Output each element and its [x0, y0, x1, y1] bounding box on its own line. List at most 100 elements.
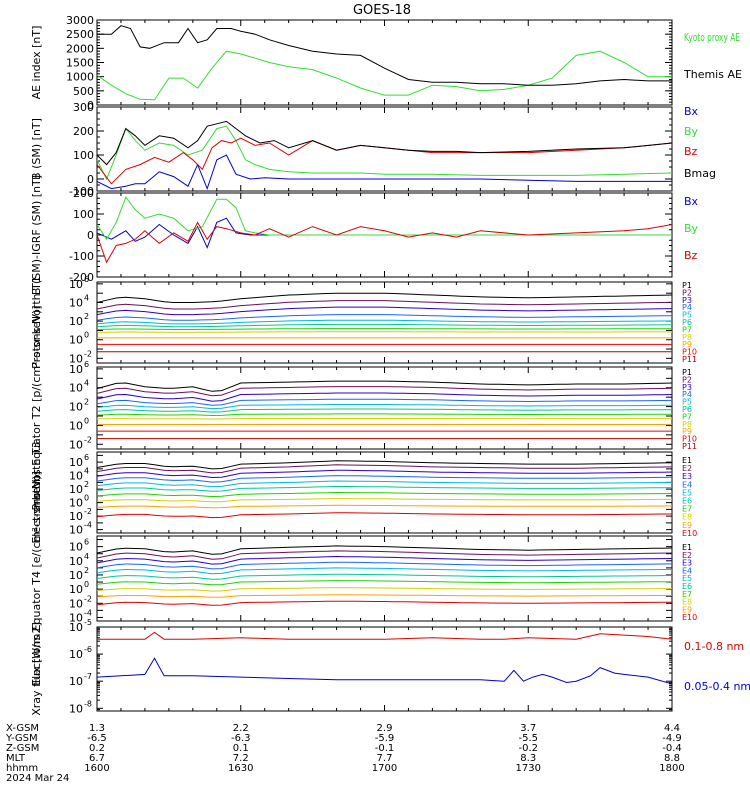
y-tick-label: 10	[69, 456, 83, 469]
y-tick-exponent: 2	[84, 566, 89, 575]
x-column-value: 8.8	[664, 753, 680, 764]
y-axis-label: B (SM)-IGRF (SM) [nT]	[30, 175, 43, 295]
y-axis-label: B (SM) [nT]	[30, 118, 43, 180]
series-line-bz	[97, 221, 672, 264]
series-line-p5	[97, 404, 672, 410]
x-row-label: X-GSM	[6, 723, 39, 734]
y-tick-label: 10	[69, 334, 83, 347]
y-tick-exponent: 4	[84, 379, 89, 388]
series-line-p3	[97, 306, 672, 316]
y-tick-label: 100	[73, 208, 94, 221]
legend-entry: Themis AE	[683, 68, 742, 81]
y-tick-exponent: 4	[84, 552, 89, 561]
series-line-e1	[97, 460, 672, 470]
y-tick-label: -100	[69, 185, 94, 198]
y-tick-label: -200	[69, 271, 94, 284]
legend-entry: P3	[682, 296, 692, 305]
y-tick-exponent: 2	[84, 398, 89, 407]
series-line-p6	[97, 408, 672, 413]
y-tick-label: -100	[69, 250, 94, 263]
x-row-label: Z-GSM	[6, 743, 39, 754]
x-column-value: -0.2	[518, 743, 538, 754]
y-tick-label: 10	[69, 483, 83, 496]
legend-entry: E6	[682, 497, 692, 506]
legend-entry: E3	[682, 472, 692, 481]
legend-entry: P3	[682, 383, 692, 392]
panel-frame	[96, 281, 673, 364]
series-line-themis-ae	[97, 25, 672, 86]
series-line-p1	[97, 380, 672, 392]
series-line-kyoto-proxy-ae	[97, 50, 672, 101]
series-line-p5	[97, 319, 672, 325]
legend-entry: E6	[682, 582, 692, 591]
y-tick-exponent: -4	[84, 521, 92, 530]
y-axis-label: Electrons North T3	[30, 441, 43, 543]
y-axis-label: Electrons Equator T4 [e/(cm²-s-sr-keV)]	[30, 471, 43, 686]
y-tick-label: 1000	[66, 71, 94, 84]
x-column-value: 3.7	[520, 723, 536, 734]
legend-entry: P11	[682, 442, 697, 451]
y-tick-label: 10	[69, 315, 83, 328]
y-tick-exponent: 0	[84, 416, 89, 425]
panel-2: 0 100 200 300 -100 B (SM) [nT] Bx By Bz Bmag	[30, 101, 716, 198]
x-column-value: 1.3	[89, 723, 105, 734]
x-column-value: 0.2	[89, 743, 105, 754]
y-tick-exponent: 0	[84, 580, 89, 589]
series-line-bz	[97, 137, 672, 185]
legend-entry: Bmag	[684, 167, 716, 180]
series-line-e4	[97, 561, 672, 570]
x-column-value: -5.9	[375, 733, 395, 744]
y-tick-exponent: 6	[84, 538, 89, 547]
series-line-e3	[97, 469, 672, 479]
y-tick-exponent: -7	[84, 672, 92, 681]
x-column-value: -0.1	[375, 743, 395, 754]
legend-entry: E2	[682, 464, 692, 473]
x-column-value: 2.9	[377, 723, 393, 734]
y-tick-exponent: 6	[84, 453, 89, 462]
y-tick-label: 10	[69, 497, 83, 510]
x-column-value: 8.3	[520, 753, 536, 764]
legend-entry: P5	[682, 311, 692, 320]
legend-entry: P1	[682, 281, 692, 290]
y-tick-label: 200	[73, 187, 94, 200]
y-tick-exponent: -2	[84, 507, 92, 516]
legend-entry: E5	[682, 574, 692, 583]
legend-entry: E7	[682, 505, 692, 514]
x-row-label: Y-GSM	[5, 733, 38, 744]
series-line-e2	[97, 550, 672, 560]
series-line-p6	[97, 323, 672, 328]
legend-entry: P4	[682, 303, 692, 312]
series-line-e5	[97, 480, 672, 488]
y-axis-label: Protons Equator T2 [p/(cm²-s-sr-keV)]	[30, 305, 43, 510]
y-axis-label: Protons North T1	[30, 276, 43, 369]
x-column-value: 0.1	[233, 743, 249, 754]
legend-entry: Bz	[684, 145, 698, 158]
y-tick-label: 10	[69, 401, 83, 414]
series-line-e3	[97, 555, 672, 565]
legend-entry: E2	[682, 551, 692, 560]
legend-entry: P8	[682, 420, 692, 429]
y-tick-label: 10	[69, 278, 83, 291]
y-tick-label: 2000	[66, 42, 94, 55]
legend-entry: Kyoto proxy AE	[684, 31, 740, 44]
y-tick-label: 10	[69, 363, 83, 376]
y-tick-label: 0	[87, 229, 94, 242]
y-axis-label: Xray flux [W/m2]	[30, 622, 43, 716]
legend-entry: P9	[682, 340, 692, 349]
series-line-p7	[97, 413, 672, 417]
y-tick-exponent: 6	[84, 275, 89, 284]
legend-entry: 0.1-0.8 nm	[684, 640, 744, 653]
series-line-e7	[97, 491, 672, 498]
y-tick-label: 10	[69, 621, 83, 634]
x-row-label: MLT	[6, 753, 26, 764]
legend-entry: E10	[682, 529, 697, 538]
legend-entry: P9	[682, 427, 692, 436]
x-column-value: 7.7	[377, 753, 393, 764]
y-tick-label: 10	[69, 611, 83, 624]
y-tick-exponent: 4	[84, 293, 89, 302]
